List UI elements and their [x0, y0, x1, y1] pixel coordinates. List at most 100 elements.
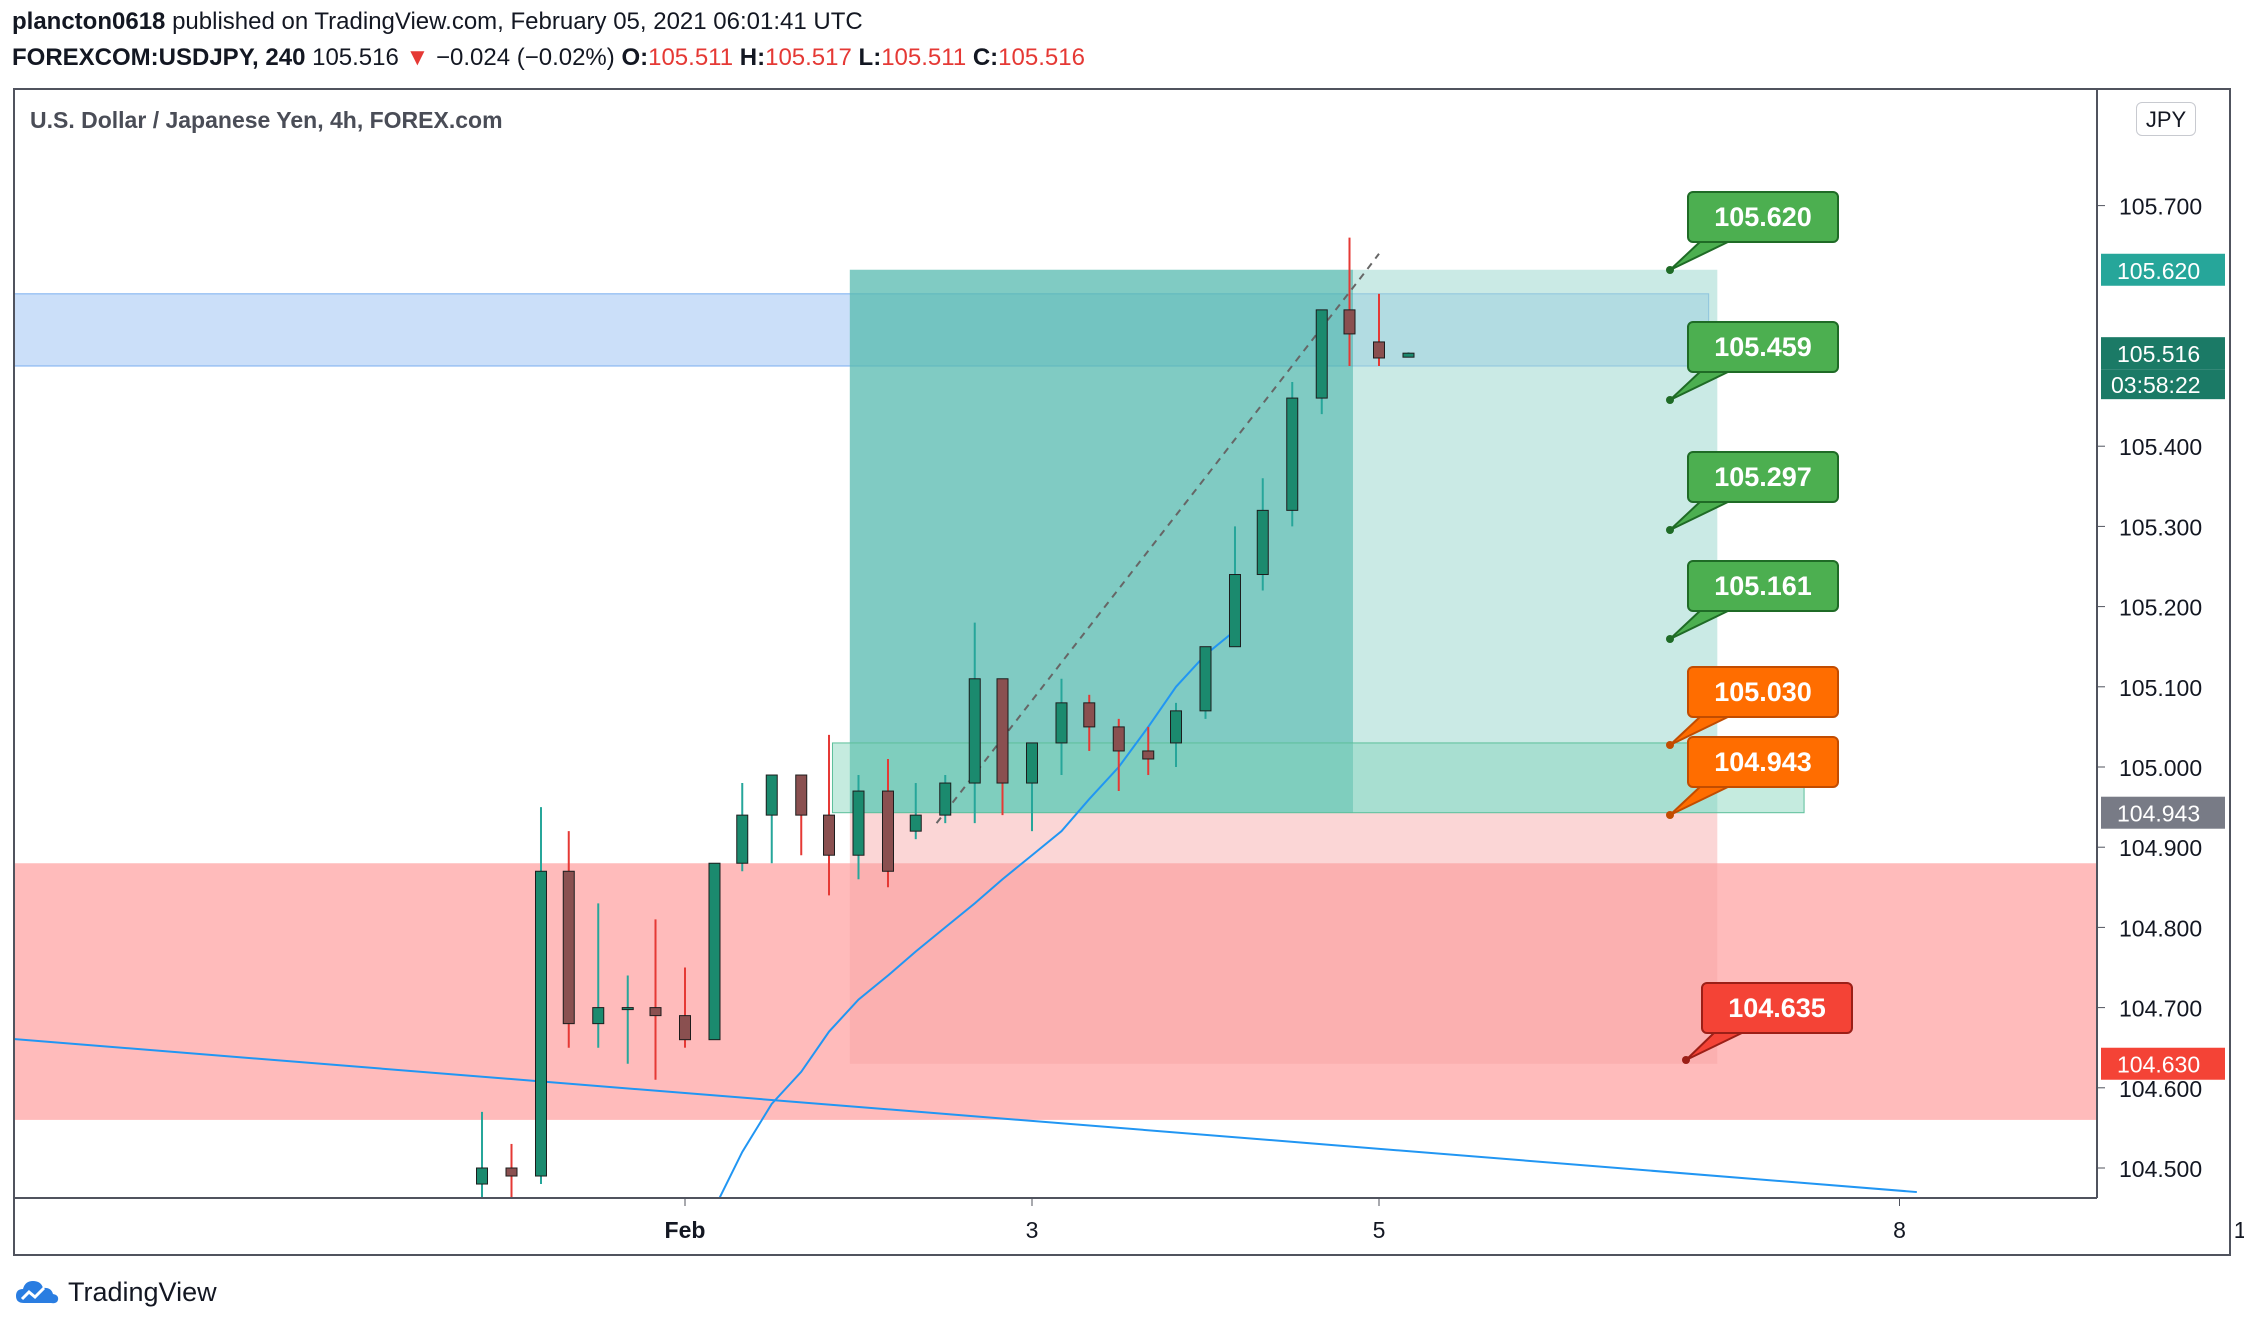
- candle: [1112, 718, 1125, 792]
- candle: [592, 903, 605, 1048]
- candle: [909, 783, 922, 840]
- currency-button[interactable]: JPY: [2136, 102, 2196, 136]
- callout-anchor: [1666, 526, 1674, 534]
- price-callout: 105.030: [1666, 666, 1839, 749]
- callout-box: [1687, 191, 1839, 243]
- candle-body: [968, 678, 981, 784]
- time-axis-label: 8: [1893, 1217, 1906, 1243]
- price-callout: 105.161: [1666, 560, 1839, 643]
- author-name[interactable]: plancton0618: [12, 8, 166, 35]
- down-arrow-icon: ▼: [405, 44, 430, 71]
- high-value: 105.517: [765, 44, 852, 71]
- candle-body: [1083, 702, 1096, 728]
- price-axis-label: 105.400: [2119, 434, 2202, 460]
- time-axis-label: Feb: [665, 1217, 706, 1243]
- candle: [1142, 726, 1155, 776]
- position-profit-zone: [849, 269, 1718, 813]
- candle: [1199, 646, 1212, 719]
- callout-box: [1687, 736, 1839, 788]
- candle-body: [1402, 352, 1415, 358]
- time-axis-label: 3: [1026, 1217, 1039, 1243]
- callout-anchor: [1666, 266, 1674, 274]
- price-tag-box: [2101, 337, 2225, 370]
- price-callout: 104.943: [1666, 736, 1839, 819]
- callout-label: 105.161: [1714, 571, 1812, 601]
- price-callout: 105.459: [1666, 321, 1839, 404]
- callout-anchor: [1682, 1056, 1690, 1064]
- candle-body: [1286, 397, 1299, 511]
- price-axis-label: 104.600: [2119, 1076, 2202, 1102]
- callout-anchor: [1666, 741, 1674, 749]
- candle: [1256, 478, 1269, 591]
- callout-anchor: [1666, 635, 1674, 643]
- candle-body: [592, 1007, 605, 1025]
- price-tag: 104.630: [2101, 1047, 2225, 1080]
- callout-box: [1687, 321, 1839, 373]
- price-tag-box: [2101, 796, 2225, 829]
- callout-label: 105.620: [1714, 202, 1812, 232]
- time-axis-label: 10: [2234, 1217, 2244, 1243]
- candle-body: [1170, 710, 1183, 744]
- price-tag-box: [2101, 1047, 2225, 1080]
- candle: [996, 678, 1009, 816]
- callout-anchor: [1666, 811, 1674, 819]
- candle-body: [996, 678, 1009, 784]
- candle: [649, 919, 662, 1080]
- chart-frame: [13, 88, 2231, 1256]
- candle-body: [1256, 509, 1269, 576]
- price-callout: 105.620: [1666, 191, 1839, 274]
- candle-body: [823, 814, 836, 856]
- open-value: 105.511: [648, 44, 734, 71]
- candle: [1083, 694, 1096, 751]
- callout-label: 105.297: [1714, 462, 1812, 492]
- tradingview-brand[interactable]: TradingView: [14, 1272, 217, 1312]
- chart-title: U.S. Dollar / Japanese Yen, 4h, FOREX.co…: [30, 107, 503, 133]
- candle-body: [679, 1015, 691, 1041]
- last-price: 105.516: [312, 44, 399, 71]
- price-axis-label: 104.900: [2119, 835, 2202, 861]
- callout-box: [1687, 451, 1839, 503]
- callout-box: [1687, 560, 1839, 612]
- candle-body: [736, 814, 749, 864]
- candle-body: [476, 1167, 489, 1185]
- published-text: published on TradingView.com, February 0…: [172, 8, 863, 35]
- countdown-box: [2101, 369, 2225, 400]
- candle-body: [505, 1167, 518, 1177]
- callout-box: [1687, 666, 1839, 718]
- candle-body: [708, 862, 721, 1041]
- publish-line: plancton0618 published on TradingView.co…: [12, 8, 863, 36]
- candle-body: [1112, 726, 1125, 752]
- candle: [621, 975, 634, 1064]
- candle: [939, 775, 952, 824]
- callout-pointer: [1669, 239, 1733, 271]
- candle-body: [881, 790, 894, 872]
- price-tag: 104.943: [2101, 796, 2225, 829]
- candle-body: [765, 774, 778, 816]
- candle-body: [1373, 341, 1385, 359]
- trendline: [15, 1038, 1917, 1194]
- close-label: C:: [972, 44, 999, 71]
- price-axis-label: 104.500: [2119, 1156, 2202, 1182]
- candle-body: [621, 1007, 634, 1011]
- candle: [505, 1143, 518, 1198]
- high-label: H:: [739, 44, 766, 71]
- candle: [1343, 237, 1356, 366]
- price-axis-label: 105.200: [2119, 595, 2202, 621]
- candle: [1315, 309, 1328, 415]
- callout-label: 105.459: [1714, 332, 1812, 362]
- candle: [679, 967, 691, 1048]
- candle: [795, 774, 808, 856]
- candle: [881, 758, 894, 888]
- position-profit-filled: [849, 269, 1353, 813]
- callout-anchor: [1666, 396, 1674, 404]
- price-axis-label: 105.700: [2119, 194, 2202, 220]
- candle-body: [649, 1007, 662, 1017]
- time-axis-label: 5: [1373, 1217, 1386, 1243]
- price-axis-label: 105.100: [2119, 675, 2202, 701]
- candle: [736, 783, 749, 872]
- price-change: −0.024 (−0.02%): [435, 44, 615, 71]
- candle: [968, 622, 981, 824]
- candle: [823, 734, 836, 896]
- candle-body: [1315, 309, 1328, 399]
